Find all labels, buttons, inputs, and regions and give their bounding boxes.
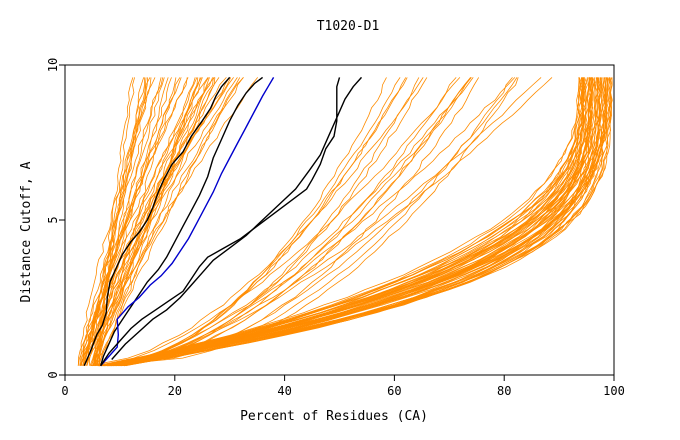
background-series-line-72 bbox=[123, 77, 588, 367]
series-line-black-2 bbox=[100, 76, 264, 366]
background-series-line-27 bbox=[79, 77, 215, 366]
background-series-line-23 bbox=[90, 77, 201, 366]
x-tick-label-20: 20 bbox=[168, 384, 182, 398]
series-line-black-4 bbox=[111, 76, 363, 360]
background-series-line-51 bbox=[98, 77, 474, 367]
series-line-blue-1 bbox=[100, 77, 275, 367]
background-series-line-40 bbox=[93, 77, 259, 366]
background-series-line-66 bbox=[103, 77, 585, 367]
x-tick-label-100: 100 bbox=[603, 384, 625, 398]
background-series-line-65 bbox=[112, 77, 580, 367]
x-tick-label-40: 40 bbox=[277, 384, 291, 398]
background-series-line-9 bbox=[79, 77, 156, 366]
background-series-line-75 bbox=[117, 77, 586, 367]
background-series-line-107 bbox=[111, 77, 607, 367]
background-series-line-57 bbox=[104, 77, 516, 367]
x-tick-label-0: 0 bbox=[61, 384, 68, 398]
background-series-line-28 bbox=[82, 77, 210, 366]
x-tick-label-80: 80 bbox=[497, 384, 511, 398]
background-series-line-101 bbox=[102, 77, 599, 367]
background-series-line-50 bbox=[98, 77, 461, 367]
background-series-line-119 bbox=[97, 77, 613, 367]
background-series-line-121 bbox=[105, 77, 613, 367]
y-tick-label-5: 5 bbox=[46, 216, 60, 223]
background-series-line-81 bbox=[116, 77, 592, 367]
background-series-line-92 bbox=[98, 77, 594, 367]
background-series-line-49 bbox=[102, 77, 457, 367]
background-series-line-56 bbox=[98, 77, 513, 367]
background-series-line-54 bbox=[107, 77, 472, 367]
background-series-line-25 bbox=[78, 77, 209, 366]
series-line-black-1 bbox=[83, 76, 231, 366]
background-series-line-80 bbox=[106, 77, 593, 367]
background-series-line-111 bbox=[100, 77, 607, 367]
y-axis-ticks: 0 5 10 bbox=[46, 58, 65, 379]
x-tick-label-60: 60 bbox=[387, 384, 401, 398]
background-series-line-58 bbox=[104, 77, 519, 367]
y-tick-label-0: 0 bbox=[46, 371, 60, 378]
background-series-line-90 bbox=[99, 77, 598, 367]
background-series-line-37 bbox=[95, 77, 238, 366]
background-series-line-112 bbox=[99, 77, 610, 367]
background-series-line-46 bbox=[90, 77, 424, 367]
background-series-line-43 bbox=[101, 77, 401, 367]
x-axis-ticks: 0 20 40 60 80 100 bbox=[61, 375, 625, 398]
background-series-line-84 bbox=[107, 77, 593, 367]
background-series-line-117 bbox=[113, 77, 608, 367]
background-series-line-42 bbox=[94, 77, 387, 367]
y-axis-label: Distance Cutoff, A bbox=[19, 161, 34, 302]
x-axis-label: Percent of Residues (CA) bbox=[240, 409, 428, 424]
highlight-series-group bbox=[83, 76, 363, 367]
background-series-line-115 bbox=[119, 77, 613, 367]
background-series-line-52 bbox=[100, 77, 472, 367]
background-series-line-118 bbox=[104, 77, 609, 367]
background-series-line-35 bbox=[77, 77, 227, 366]
background-series-line-59 bbox=[110, 77, 518, 367]
chart-title: T1020-D1 bbox=[317, 19, 380, 34]
background-series-line-24 bbox=[96, 77, 203, 366]
background-series-line-55 bbox=[103, 77, 480, 367]
background-series-line-91 bbox=[107, 77, 594, 367]
background-series-line-38 bbox=[99, 77, 244, 366]
background-series-line-120 bbox=[101, 77, 613, 367]
background-series-group bbox=[77, 77, 613, 367]
background-series-line-61 bbox=[115, 77, 553, 367]
series-line-black-3 bbox=[100, 77, 341, 367]
background-series-line-100 bbox=[118, 77, 603, 367]
background-series-line-41 bbox=[95, 77, 244, 366]
background-series-line-44 bbox=[110, 77, 407, 367]
y-tick-label-10: 10 bbox=[46, 58, 60, 72]
background-series-line-105 bbox=[112, 77, 606, 367]
background-series-line-60 bbox=[113, 77, 542, 367]
background-series-line-83 bbox=[109, 77, 590, 367]
